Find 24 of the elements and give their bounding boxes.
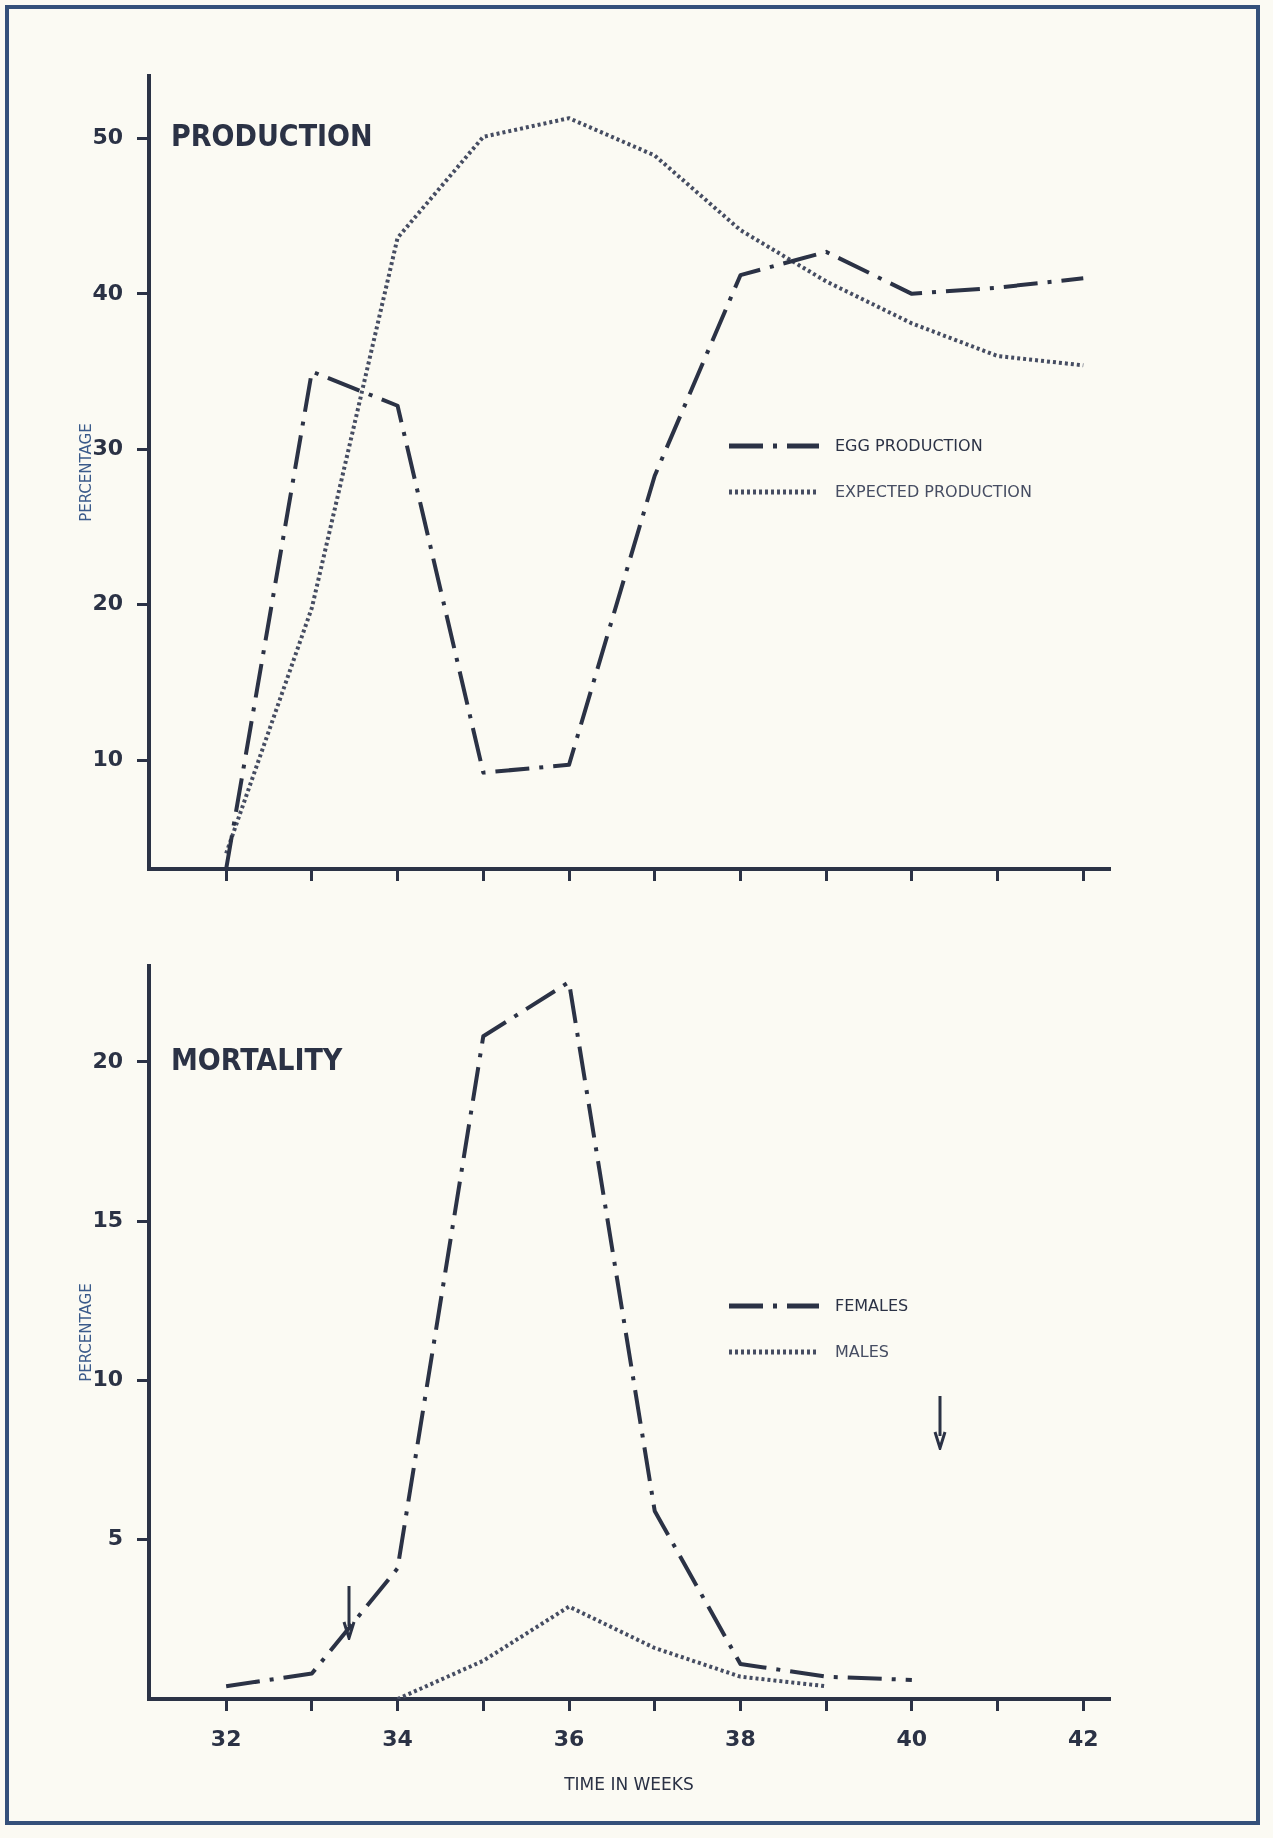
y-tick-label: 15 — [92, 1206, 123, 1232]
y-tick-label: 10 — [92, 1366, 123, 1392]
y-axis-title: PERCENTAGE — [76, 423, 95, 522]
x-tick-label: 38 — [725, 1725, 756, 1751]
y-tick-label: 10 — [92, 745, 123, 771]
y-tick-label: 20 — [92, 590, 123, 616]
text: FEMALES — [835, 1296, 909, 1316]
text: MORTALITY — [171, 1041, 343, 1077]
y-axis-title: PERCENTAGE — [76, 1283, 95, 1382]
text: EGG PRODUCTION — [835, 436, 983, 456]
text: PRODUCTION — [171, 118, 373, 154]
x-tick-label: 32 — [210, 1725, 242, 1751]
x-tick-label: 42 — [1067, 1725, 1099, 1751]
y-tick-label: 5 — [107, 1525, 123, 1551]
y-tick-label: 20 — [92, 1047, 123, 1073]
text: MALES — [835, 1342, 889, 1362]
y-tick-label: 30 — [92, 435, 123, 460]
x-axis-title: TIME IN WEEKS — [563, 1773, 694, 1794]
y-tick-label: 40 — [92, 279, 123, 305]
x-tick-label: 40 — [896, 1725, 928, 1751]
x-tick-label: 34 — [382, 1725, 413, 1751]
text: EXPECTED PRODUCTION — [835, 482, 1032, 502]
x-tick-label: 36 — [553, 1725, 585, 1751]
y-tick-label: 50 — [92, 124, 123, 150]
